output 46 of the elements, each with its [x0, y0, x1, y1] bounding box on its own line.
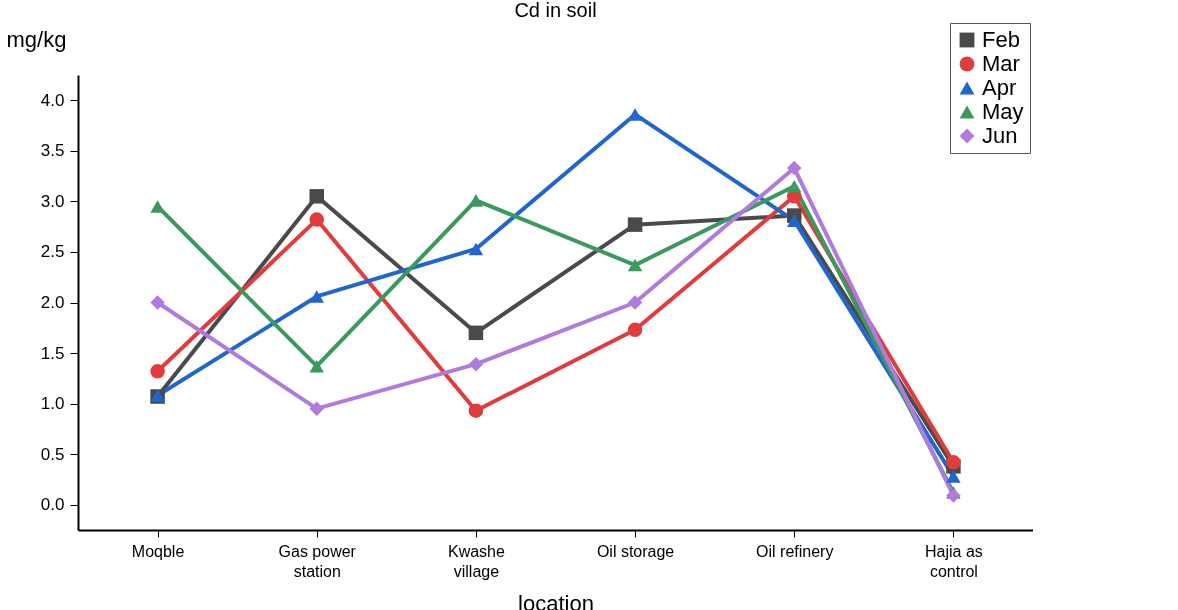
point [150, 295, 165, 310]
point [309, 290, 324, 303]
point [627, 322, 643, 338]
point [627, 258, 643, 272]
y-tick-label: 2.5 [40, 242, 65, 262]
point [627, 217, 643, 232]
x-tick-label: Gas power station [278, 542, 357, 580]
x-tick-label: Oil storage [596, 542, 675, 560]
y-axis-title: mg/kg [6, 26, 67, 52]
point [468, 356, 484, 372]
point [946, 488, 961, 503]
y-tick-label: 2.0 [40, 293, 65, 312]
point [787, 214, 802, 227]
point [946, 455, 961, 470]
point [309, 401, 324, 416]
y-tick-label: 0.0 [40, 495, 65, 515]
legend-label: Mar [982, 51, 1020, 76]
x-axis-title: location [518, 590, 594, 610]
legend-label: Feb [982, 27, 1020, 52]
point [150, 200, 165, 213]
y-tick-label: 3.5 [40, 141, 65, 161]
point [468, 194, 484, 207]
point [309, 359, 324, 373]
x-tick-label: Hajia as control [925, 542, 983, 580]
point [627, 295, 643, 310]
x-tick-label: Moqble [131, 542, 185, 560]
y-tick-label: 0.5 [40, 444, 65, 464]
y-tick-label: 1.0 [40, 394, 65, 414]
point [787, 160, 802, 176]
point [946, 470, 961, 483]
point [468, 325, 484, 341]
legend-label: May [982, 99, 1024, 124]
legend-label: Apr [982, 75, 1017, 100]
point [468, 403, 484, 418]
y-tick-label: 3.0 [40, 191, 65, 211]
legend-label: Jun [982, 123, 1018, 148]
point [150, 364, 165, 379]
point [787, 179, 802, 193]
x-tick-label: Oil refinery [756, 542, 834, 560]
point [468, 242, 484, 256]
point [309, 189, 324, 204]
y-tick-label: 4.0 [40, 90, 65, 110]
point [309, 212, 324, 227]
chart-title: Cd in soil [514, 0, 597, 21]
x-tick-label: Kwashe village [447, 542, 505, 580]
y-tick-label: 1.5 [40, 343, 65, 363]
